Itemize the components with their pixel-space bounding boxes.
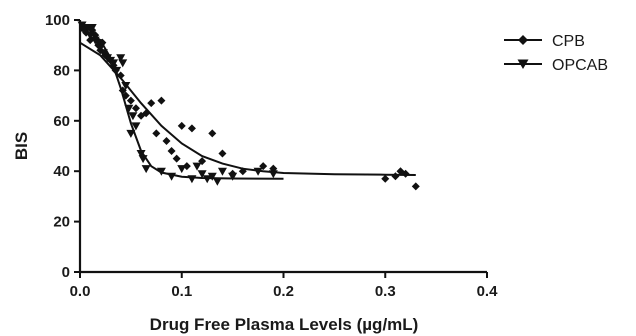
- data-point-opcab: [131, 122, 141, 131]
- data-point-opcab: [116, 54, 126, 63]
- data-point-opcab: [167, 172, 177, 181]
- y-tick-label: 100: [45, 12, 70, 29]
- y-tick-label: 20: [53, 214, 70, 231]
- data-point-opcab: [85, 31, 95, 40]
- data-point-cpb: [208, 129, 217, 138]
- legend-item-cpb: CPB: [504, 33, 585, 50]
- data-point-opcab: [136, 150, 146, 159]
- data-point-opcab: [268, 170, 278, 179]
- data-point-cpb: [167, 147, 176, 156]
- y-axis-title: BIS: [12, 132, 31, 160]
- y-tick-label: 80: [53, 62, 70, 79]
- data-point-opcab: [112, 66, 122, 75]
- data-point-opcab: [141, 165, 151, 174]
- data-point-cpb: [152, 129, 161, 138]
- data-point-opcab: [217, 167, 227, 176]
- x-ticks: 0.0 0.1 0.2 0.3 0.4: [70, 272, 499, 300]
- y-tick-label: 60: [53, 113, 70, 130]
- data-point-opcab: [128, 112, 138, 121]
- x-tick-label: 0.4: [477, 283, 499, 300]
- data-point-cpb: [187, 124, 196, 133]
- legend-marker-triangle: [517, 59, 529, 69]
- data-point-cpb: [177, 121, 186, 130]
- data-point-cpb: [157, 96, 166, 105]
- data-point-opcab: [207, 172, 217, 181]
- data-point-opcab: [156, 167, 166, 176]
- data-point-cpb: [238, 167, 247, 176]
- y-ticks: 0 20 40 60 80 100: [45, 12, 80, 281]
- legend-label-cpb: CPB: [552, 33, 585, 50]
- x-tick-label: 0.0: [70, 283, 91, 300]
- data-point-cpb: [118, 86, 127, 95]
- data-point-cpb: [182, 162, 191, 171]
- data-point-cpb: [147, 99, 156, 108]
- data-points: [77, 21, 420, 191]
- data-point-cpb: [126, 96, 135, 105]
- data-point-opcab: [109, 59, 119, 68]
- y-tick-label: 0: [62, 264, 70, 281]
- axes-group: [78, 20, 487, 274]
- fit-curve-opcab: [79, 29, 284, 180]
- data-point-opcab: [126, 129, 136, 138]
- data-point-cpb: [121, 91, 130, 100]
- fit-curves: [79, 29, 416, 180]
- y-tick-label: 40: [53, 163, 70, 180]
- data-point-opcab: [87, 24, 97, 33]
- data-point-cpb: [391, 172, 400, 181]
- data-point-opcab: [95, 44, 105, 53]
- data-point-opcab: [192, 162, 202, 171]
- x-tick-label: 0.2: [273, 283, 294, 300]
- data-point-opcab: [138, 155, 148, 164]
- legend: CPB OPCAB: [504, 33, 608, 74]
- data-point-cpb: [162, 136, 171, 145]
- data-point-opcab: [118, 59, 128, 68]
- data-point-opcab: [187, 175, 197, 184]
- data-point-cpb: [401, 169, 410, 178]
- legend-label-opcab: OPCAB: [552, 57, 608, 74]
- data-point-cpb: [172, 154, 181, 163]
- data-point-opcab: [124, 104, 134, 113]
- data-point-cpb: [116, 71, 125, 80]
- data-point-opcab: [98, 49, 108, 58]
- data-point-opcab: [253, 167, 263, 176]
- data-point-opcab: [77, 21, 87, 30]
- data-point-opcab: [202, 175, 212, 184]
- data-point-cpb: [131, 104, 140, 113]
- data-point-cpb: [381, 174, 390, 183]
- x-tick-label: 0.1: [171, 283, 192, 300]
- legend-item-opcab: OPCAB: [504, 57, 608, 74]
- data-point-opcab: [121, 82, 131, 91]
- x-tick-label: 0.3: [375, 283, 396, 300]
- data-point-cpb: [142, 109, 151, 118]
- data-point-cpb: [218, 149, 227, 158]
- data-point-opcab: [93, 39, 103, 48]
- data-point-opcab: [197, 170, 207, 179]
- data-point-opcab: [228, 172, 238, 181]
- x-axis-title: Drug Free Plasma Levels (µg/mL): [150, 315, 419, 334]
- data-point-opcab: [212, 177, 222, 186]
- legend-marker-diamond: [518, 35, 528, 45]
- data-point-cpb: [411, 182, 420, 191]
- data-point-opcab: [177, 165, 187, 174]
